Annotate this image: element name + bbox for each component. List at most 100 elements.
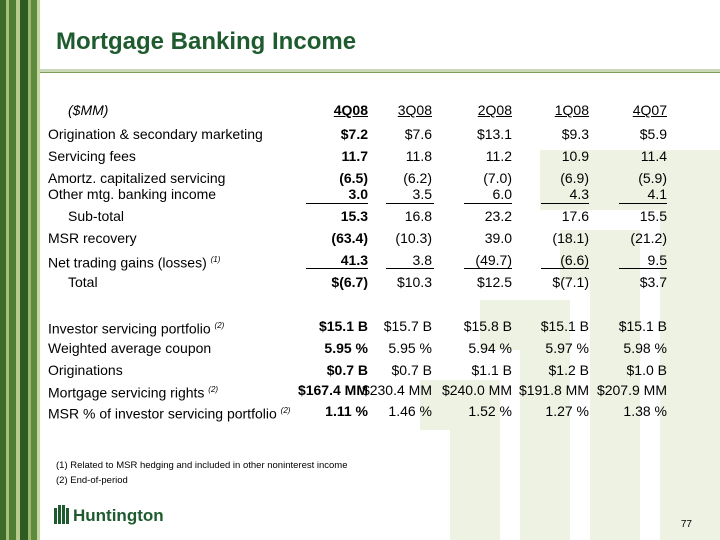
- table-cell: 3.0: [348, 186, 368, 202]
- total-rule: [386, 268, 434, 269]
- table-cell: 4.1: [647, 186, 667, 202]
- period-header: 1Q08: [554, 102, 589, 118]
- table-cell: 11.8: [405, 148, 432, 164]
- table-cell: 3.8: [412, 252, 432, 268]
- row-label-text: Investor servicing portfolio: [48, 320, 211, 337]
- table-cell: $12.5: [476, 274, 512, 290]
- table-cell: $207.9 MM: [596, 382, 667, 398]
- table-cell: $7.2: [340, 126, 368, 142]
- subtotal-rule: [386, 203, 434, 204]
- table-cell: (6.5): [339, 170, 368, 186]
- table-cell: 1.11 %: [325, 403, 368, 419]
- title-divider: [40, 69, 720, 72]
- table-cell: (18.1): [552, 230, 589, 246]
- table-cell: $1.1 B: [471, 362, 512, 378]
- row-label: Servicing fees: [48, 148, 136, 164]
- table-cell: 6.0: [492, 186, 512, 202]
- period-header: 3Q08: [397, 102, 432, 118]
- row-label: Originations: [48, 362, 123, 378]
- table-cell: $230.4 MM: [361, 382, 432, 398]
- table-cell: $15.8 B: [463, 318, 512, 334]
- subtotal-rule: [464, 203, 512, 204]
- huntington-logo: Huntington: [54, 505, 164, 525]
- units-label: ($MM): [68, 102, 109, 118]
- period-header: 4Q07: [632, 102, 667, 118]
- table-cell: $167.4 MM: [297, 382, 368, 398]
- footnote-ref: (2): [208, 385, 219, 394]
- table-cell: 9.5: [647, 252, 667, 268]
- row-label: Total: [68, 274, 98, 290]
- table-cell: 1.46 %: [388, 403, 432, 419]
- table-cell: 5.98 %: [623, 340, 667, 356]
- table-cell: 1.52 %: [468, 403, 512, 419]
- row-label: Other mtg. banking income: [48, 186, 217, 202]
- table-cell: 41.3: [340, 252, 368, 268]
- table-cell: $15.1 B: [318, 318, 368, 334]
- table-cell: 5.97 %: [545, 340, 589, 356]
- table-cell: 1.27 %: [545, 403, 589, 419]
- table-cell: 4.3: [569, 186, 589, 202]
- table-cell: 10.9: [561, 148, 589, 164]
- period-header: 4Q08: [333, 102, 368, 118]
- table-cell: 15.5: [639, 208, 667, 224]
- table-cell: $10.3: [396, 274, 432, 290]
- logo-text: Huntington: [73, 506, 164, 525]
- table-cell: (6.6): [560, 252, 589, 268]
- row-label-text: Mortgage servicing rights: [48, 384, 205, 401]
- table-cell: 11.7: [341, 148, 368, 164]
- table-cell: 5.95 %: [388, 340, 432, 356]
- footnote: (2) End-of-period: [56, 475, 128, 486]
- row-label-text: Net trading gains (losses): [48, 254, 207, 271]
- footnote-ref: (2): [214, 321, 225, 330]
- total-rule: [306, 268, 368, 269]
- page-number: 77: [680, 519, 692, 530]
- row-label: MSR recovery: [48, 230, 137, 246]
- row-label: Net trading gains (losses) (1): [48, 251, 220, 272]
- table-cell: 5.94 %: [468, 340, 512, 356]
- subtotal-rule: [306, 203, 368, 204]
- row-label: Weighted average coupon: [48, 340, 212, 356]
- table-cell: $15.1 B: [618, 318, 667, 334]
- subtotal-rule: [619, 203, 667, 204]
- watermark-logo: [420, 150, 720, 540]
- table-cell: $0.7 B: [391, 362, 432, 378]
- subtotal-rule: [541, 203, 589, 204]
- total-rule: [464, 268, 512, 269]
- table-cell: $0.7 B: [326, 362, 368, 378]
- table-cell: (10.3): [395, 230, 432, 246]
- table-cell: $1.2 B: [548, 362, 589, 378]
- table-cell: 15.3: [340, 208, 368, 224]
- row-label: Mortgage servicing rights (2): [48, 381, 218, 402]
- table-cell: (5.9): [638, 170, 667, 186]
- table-cell: $15.1 B: [540, 318, 589, 334]
- row-label: Origination & secondary marketing: [48, 126, 263, 142]
- table-cell: (6.9): [560, 170, 589, 186]
- row-label: Investor servicing portfolio (2): [48, 317, 224, 338]
- table-cell: (6.2): [403, 170, 432, 186]
- table-cell: $15.7 B: [383, 318, 432, 334]
- table-cell: 39.0: [484, 230, 512, 246]
- table-cell: $5.9: [639, 126, 667, 142]
- table-cell: (49.7): [475, 252, 512, 268]
- table-cell: 16.8: [404, 208, 432, 224]
- table-cell: (21.2): [630, 230, 667, 246]
- table-cell: $240.0 MM: [441, 382, 512, 398]
- table-cell: 23.2: [484, 208, 512, 224]
- table-cell: (63.4): [331, 230, 368, 246]
- table-cell: 3.5: [412, 186, 432, 202]
- table-cell: 11.4: [640, 148, 667, 164]
- row-label: Sub-total: [68, 208, 125, 224]
- period-header: 2Q08: [477, 102, 512, 118]
- logo-mark-icon: [54, 505, 69, 524]
- table-cell: $(7.1): [552, 274, 589, 290]
- table-cell: $1.0 B: [626, 362, 667, 378]
- total-rule: [541, 268, 589, 269]
- table-cell: $7.6: [404, 126, 432, 142]
- row-label: Amortz. capitalized servicing: [48, 170, 226, 186]
- total-rule: [619, 268, 667, 269]
- table-cell: 17.6: [561, 208, 589, 224]
- table-cell: (7.0): [483, 170, 512, 186]
- table-cell: 11.2: [485, 148, 512, 164]
- footnote-ref: (1): [210, 255, 221, 264]
